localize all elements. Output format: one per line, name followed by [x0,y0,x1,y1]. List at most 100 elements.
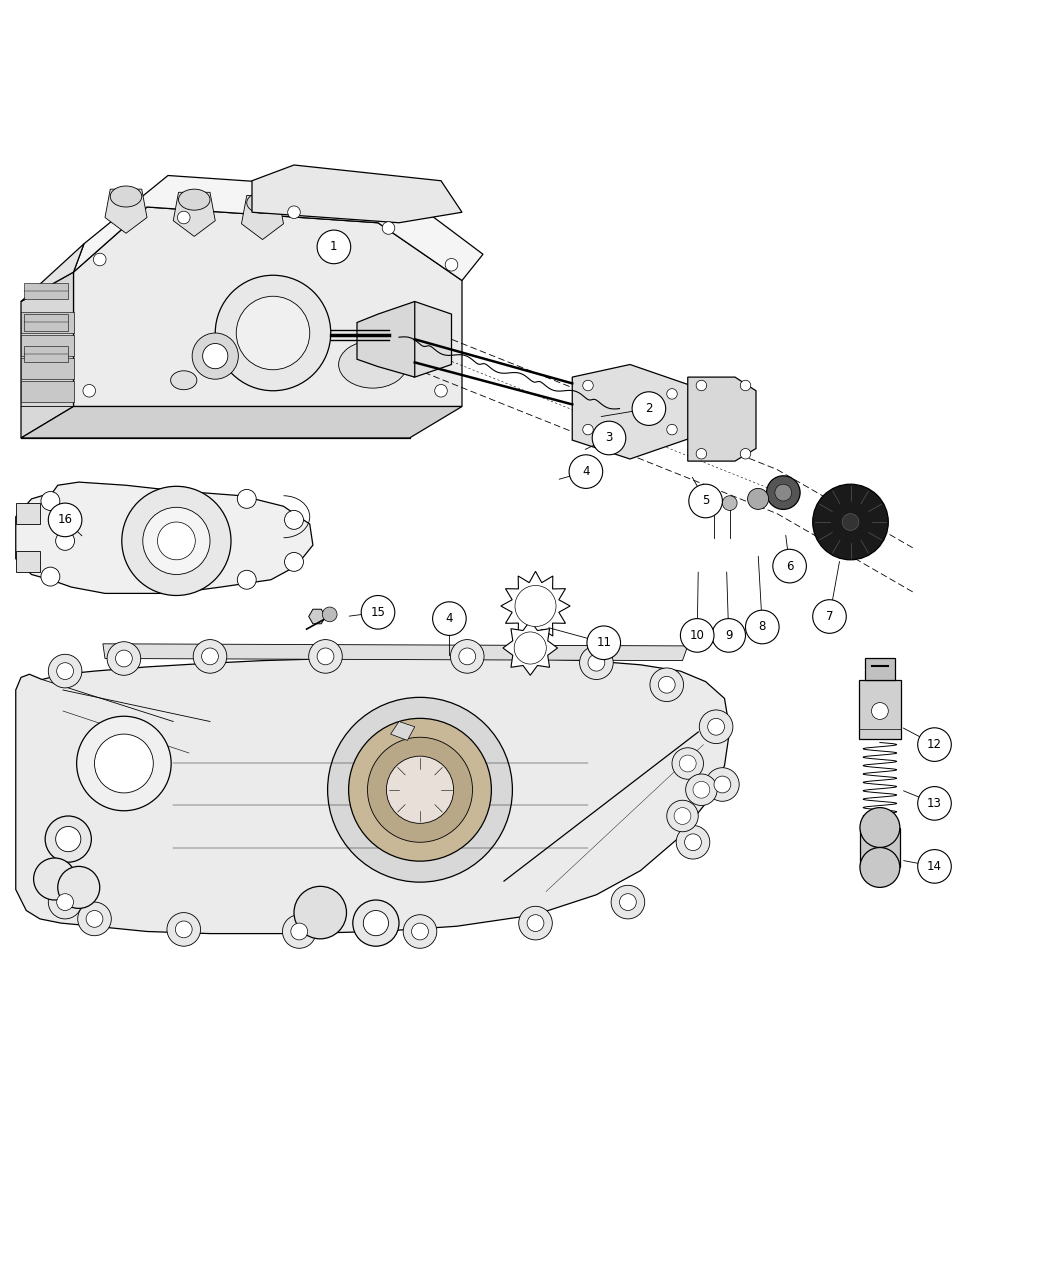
Circle shape [746,611,779,644]
Polygon shape [865,658,895,680]
Text: 10: 10 [690,629,705,641]
Text: 12: 12 [927,738,942,751]
Ellipse shape [338,340,407,388]
Circle shape [349,718,491,861]
Ellipse shape [110,186,142,207]
Circle shape [679,755,696,771]
Circle shape [322,607,337,622]
Circle shape [714,776,731,793]
Ellipse shape [178,189,210,210]
Polygon shape [21,358,74,379]
Polygon shape [74,176,483,280]
Circle shape [193,640,227,673]
Circle shape [48,654,82,689]
Text: 9: 9 [724,629,733,641]
Polygon shape [16,657,730,933]
Text: 8: 8 [758,621,766,634]
Circle shape [78,903,111,936]
Circle shape [686,774,717,806]
Circle shape [94,734,153,793]
Circle shape [41,567,60,586]
Circle shape [667,425,677,435]
Text: 11: 11 [596,636,611,649]
Circle shape [86,910,103,927]
Circle shape [580,646,613,680]
Circle shape [57,663,74,680]
Circle shape [667,801,698,831]
Circle shape [514,585,556,626]
Circle shape [282,914,316,949]
Circle shape [143,507,210,575]
Circle shape [918,728,951,761]
Polygon shape [688,377,756,462]
Circle shape [696,380,707,390]
Circle shape [83,385,96,397]
Circle shape [445,259,458,272]
Circle shape [699,710,733,743]
Circle shape [667,389,677,399]
Circle shape [237,570,256,589]
Circle shape [285,510,303,529]
Text: 4: 4 [445,612,454,625]
Polygon shape [859,680,901,740]
Circle shape [48,504,82,537]
Circle shape [672,747,704,779]
Polygon shape [391,722,415,741]
Circle shape [328,697,512,882]
Circle shape [740,380,751,390]
Circle shape [587,626,621,659]
Circle shape [632,391,666,426]
Polygon shape [501,571,570,640]
Circle shape [56,532,75,551]
Circle shape [412,923,428,940]
Polygon shape [21,272,74,439]
Circle shape [309,640,342,673]
Circle shape [676,825,710,859]
Circle shape [403,914,437,949]
Polygon shape [24,314,68,332]
Circle shape [706,768,739,801]
Circle shape [514,632,546,664]
Polygon shape [860,827,900,867]
Circle shape [158,521,195,560]
Circle shape [842,514,859,530]
Circle shape [588,654,605,671]
Circle shape [527,914,544,932]
Circle shape [107,641,141,676]
Text: 16: 16 [58,514,72,527]
Text: 6: 6 [785,560,794,572]
Circle shape [368,737,472,843]
Polygon shape [74,207,462,407]
Polygon shape [173,193,215,236]
Circle shape [363,910,388,936]
Text: 7: 7 [825,609,834,623]
Ellipse shape [170,371,197,390]
Circle shape [685,834,701,850]
Polygon shape [24,346,68,362]
Circle shape [382,222,395,235]
Polygon shape [105,189,147,233]
Text: 1: 1 [330,241,338,254]
Polygon shape [16,482,313,593]
Circle shape [620,894,636,910]
Circle shape [813,484,888,560]
Polygon shape [16,551,40,572]
Text: 14: 14 [927,859,942,873]
Circle shape [45,816,91,862]
Circle shape [766,476,800,510]
Circle shape [285,552,303,571]
Circle shape [708,718,724,736]
Circle shape [435,385,447,397]
Circle shape [215,275,331,390]
Text: 15: 15 [371,606,385,618]
Circle shape [712,618,746,653]
Circle shape [592,421,626,455]
Circle shape [611,885,645,919]
Text: 13: 13 [927,797,942,810]
Circle shape [56,826,81,852]
Circle shape [650,668,684,701]
Text: 2: 2 [645,402,653,416]
Circle shape [693,782,710,798]
Circle shape [58,867,100,908]
Circle shape [433,602,466,635]
